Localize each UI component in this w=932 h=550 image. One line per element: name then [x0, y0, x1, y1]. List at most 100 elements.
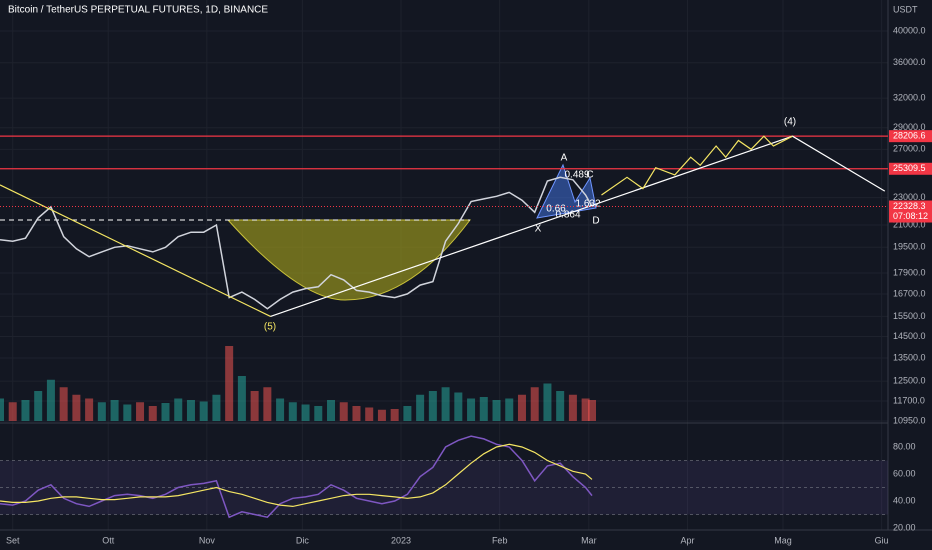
price-tag — [889, 200, 932, 223]
y-tick-label: 13500.0 — [893, 352, 926, 362]
x-tick-label: Mar — [581, 535, 597, 545]
volume-bar — [0, 398, 4, 421]
x-tick-label: Nov — [199, 535, 216, 545]
volume-bar — [174, 398, 183, 421]
volume-bar — [110, 400, 119, 421]
volume-bar — [276, 398, 285, 421]
y-tick-label: 29000.0 — [893, 122, 926, 132]
price-tag-label: 25309.5 — [893, 163, 926, 173]
volume-bar — [186, 400, 195, 421]
volume-bar — [390, 409, 399, 421]
symbol-title: Bitcoin / TetherUS PERPETUAL FUTURES, 1D… — [8, 5, 268, 16]
point-label: D — [592, 216, 599, 227]
volume-bar — [250, 391, 259, 421]
currency-label: USDT — [893, 4, 918, 14]
volume-bar — [327, 400, 336, 421]
volume-bar — [517, 394, 526, 421]
volume-bar — [225, 346, 234, 421]
volume-bar — [467, 398, 476, 421]
y-tick-label: 40000.0 — [893, 25, 926, 35]
point-label: A — [561, 153, 568, 164]
volume-bar — [505, 398, 514, 421]
volume-bar — [492, 400, 501, 421]
volume-bar — [314, 406, 323, 421]
volume-bar — [263, 387, 272, 421]
x-tick-label: Apr — [680, 535, 694, 545]
volume-bar — [352, 406, 361, 421]
ratio-label: 0.864 — [555, 210, 580, 221]
y-tick-label: 27000.0 — [893, 144, 926, 154]
y-tick-label: 20.00 — [893, 522, 916, 532]
price-tag — [889, 162, 932, 175]
volume-bar — [454, 392, 463, 421]
y-tick-label: 10950.0 — [893, 415, 926, 425]
y-tick-label: 32000.0 — [893, 93, 926, 103]
point-label: X — [535, 224, 542, 235]
x-tick-label: Set — [6, 535, 20, 545]
y-tick-label: 17900.0 — [893, 267, 926, 277]
y-tick-label: 16700.0 — [893, 288, 926, 298]
volume-bar — [136, 402, 145, 421]
harmonic-pattern — [536, 163, 597, 219]
volume-bar — [123, 404, 132, 421]
x-tick-label: Dic — [296, 535, 309, 545]
volume-bar — [59, 387, 68, 421]
volume-bar — [199, 401, 208, 421]
cup-pattern — [226, 219, 472, 301]
volume-bar — [21, 400, 30, 421]
volume-bar — [301, 404, 310, 421]
series-line — [0, 176, 593, 310]
volume-bar — [479, 397, 488, 421]
volume-bar — [556, 391, 565, 421]
volume-bar — [8, 402, 17, 421]
x-tick-label: Mag — [774, 535, 792, 545]
wave-label: (4) — [784, 117, 796, 128]
y-tick-label: 40.00 — [893, 495, 916, 505]
volume-bar — [85, 398, 94, 421]
volume-bar — [72, 394, 81, 421]
volume-bar — [237, 376, 246, 421]
volume-bar — [568, 394, 577, 421]
volume-bar — [148, 406, 157, 421]
volume-bar — [377, 409, 386, 421]
volume-bar — [339, 402, 348, 421]
y-tick-label: 23000.0 — [893, 192, 926, 202]
volume-bar — [46, 379, 55, 421]
x-tick-label: Feb — [492, 535, 508, 545]
y-tick-label: 14500.0 — [893, 331, 926, 341]
y-tick-label: 11700.0 — [893, 395, 925, 405]
volume-bar — [161, 403, 170, 421]
ratio-label: 0.489 — [564, 170, 589, 181]
ratio-label: 0.66 — [546, 204, 566, 215]
y-tick-label: 21000.0 — [893, 219, 926, 229]
wave-label: (5) — [264, 322, 276, 333]
series-line — [0, 435, 593, 519]
volume-bar — [530, 387, 539, 421]
y-tick-label: 12500.0 — [893, 376, 926, 386]
x-tick-label: 2023 — [391, 535, 411, 545]
ratio-label: 1.632 — [575, 199, 600, 210]
volume-bar — [403, 406, 412, 421]
volume-bar — [416, 394, 425, 421]
x-tick-label: Ott — [102, 535, 115, 545]
countdown-label: 07:08:12 — [893, 211, 928, 221]
volume-bar — [365, 407, 374, 421]
volume-bar — [212, 394, 221, 421]
volume-bar — [97, 402, 106, 421]
y-tick-label: 36000.0 — [893, 57, 926, 67]
volume-bar — [581, 398, 590, 421]
volume-bar — [588, 400, 596, 421]
volume-bar — [34, 391, 43, 421]
y-tick-label: 19500.0 — [893, 242, 926, 252]
volume-bar — [288, 402, 297, 421]
price-tag-label: 28206.6 — [893, 131, 926, 141]
volume-bar — [428, 391, 437, 421]
series-line — [601, 135, 793, 196]
x-tick-label: Giu — [875, 535, 889, 545]
series-line — [0, 443, 593, 508]
price-tag-label: 22328.3 — [893, 201, 926, 211]
y-tick-label: 15500.0 — [893, 311, 926, 321]
